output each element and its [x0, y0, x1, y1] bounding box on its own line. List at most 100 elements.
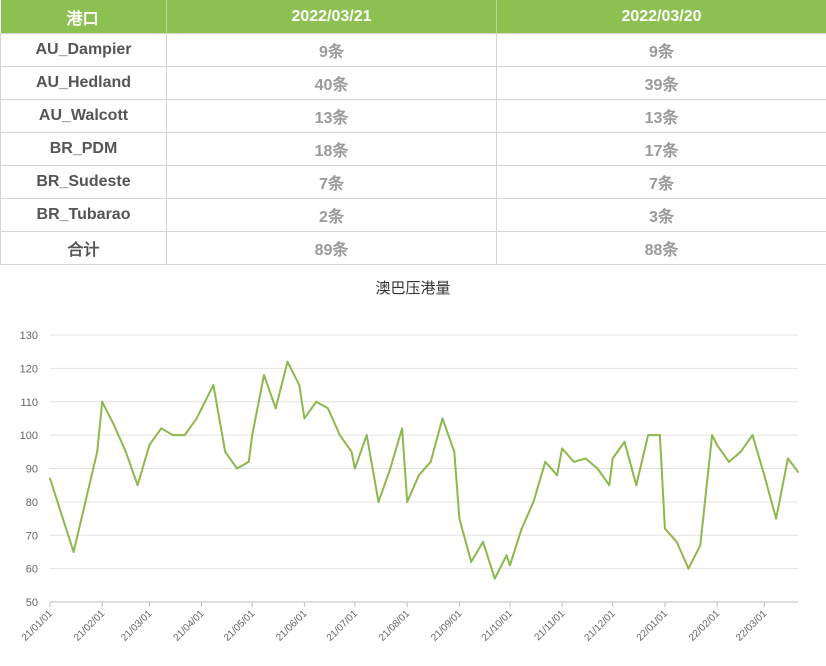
data-point [561, 447, 563, 449]
total-date-1: 89条 [167, 232, 497, 265]
y-tick-label: 120 [20, 363, 38, 375]
data-point [533, 501, 535, 503]
y-tick-label: 130 [20, 330, 38, 342]
x-tick-label: 22/02/01 [687, 608, 723, 644]
x-tick-label: 22/01/01 [635, 608, 671, 644]
count-date-1: 2条 [167, 199, 497, 232]
data-point [740, 451, 742, 453]
y-tick-label: 60 [26, 564, 38, 576]
data-point [298, 384, 300, 386]
y-tick-label: 90 [26, 464, 38, 476]
count-date-2: 7条 [497, 166, 826, 199]
data-point [506, 554, 508, 556]
data-point [354, 468, 356, 470]
y-tick-label: 70 [26, 530, 38, 542]
data-point [137, 484, 139, 486]
data-point [263, 374, 265, 376]
header-port: 港口 [1, 0, 167, 34]
count-date-1: 13条 [167, 100, 497, 133]
data-point [442, 417, 444, 419]
data-point [339, 434, 341, 436]
data-point [212, 384, 214, 386]
data-point [458, 518, 460, 520]
data-point [224, 451, 226, 453]
chart-title: 澳巴压港量 [375, 280, 450, 297]
count-date-2: 9条 [497, 34, 826, 67]
data-point [389, 468, 391, 470]
x-tick-label: 22/03/01 [734, 608, 770, 644]
table-row: AU_Hedland 40条 39条 [1, 67, 826, 100]
data-point [196, 417, 198, 419]
data-point [418, 474, 420, 476]
x-tick-label: 21/11/01 [532, 608, 567, 643]
header-date-2: 2022/03/20 [497, 0, 826, 34]
count-date-2: 39条 [497, 67, 826, 100]
data-point [453, 451, 455, 453]
x-tick-label: 21/03/01 [119, 608, 155, 644]
data-point [659, 434, 661, 436]
data-point [647, 434, 649, 436]
data-point [61, 514, 63, 516]
data-point [494, 578, 496, 580]
port-name: AU_Dampier [1, 34, 167, 67]
data-point [676, 541, 678, 543]
data-point [378, 501, 380, 503]
data-point [125, 451, 127, 453]
port-name: AU_Walcott [1, 100, 167, 133]
data-point [251, 434, 253, 436]
data-point [797, 471, 799, 473]
data-point [699, 544, 701, 546]
x-tick-label: 21/02/01 [72, 608, 108, 644]
header-date-1: 2022/03/21 [167, 0, 497, 34]
data-point [401, 427, 403, 429]
x-tick-label: 21/09/01 [429, 608, 465, 644]
x-tick-label: 21/07/01 [325, 608, 361, 644]
data-point [775, 518, 777, 520]
data-point [148, 444, 150, 446]
count-date-2: 13条 [497, 100, 826, 133]
data-point [623, 441, 625, 443]
data-point [521, 528, 523, 530]
port-name: BR_Tubarao [1, 199, 167, 232]
table-row: BR_Sudeste 7条 7条 [1, 166, 826, 199]
y-tick-label: 100 [20, 430, 38, 442]
data-point [509, 564, 511, 566]
data-point [544, 461, 546, 463]
data-point [84, 501, 86, 503]
data-point [327, 407, 329, 409]
data-point [763, 474, 765, 476]
data-point [687, 568, 689, 570]
data-point [287, 361, 289, 363]
data-point [608, 484, 610, 486]
data-point [430, 461, 432, 463]
x-tick-label: 21/04/01 [171, 608, 207, 644]
data-point [315, 401, 317, 403]
data-point [585, 457, 587, 459]
series-line [50, 362, 798, 579]
data-point [49, 478, 51, 480]
data-point [556, 474, 558, 476]
y-tick-label: 50 [26, 597, 38, 609]
x-tick-label: 21/10/01 [480, 608, 516, 644]
port-name: AU_Hedland [1, 67, 167, 100]
x-tick-label: 21/12/01 [582, 608, 618, 644]
x-tick-label: 21/05/01 [222, 608, 258, 644]
data-point [711, 434, 713, 436]
count-date-2: 17条 [497, 133, 826, 166]
data-point [406, 501, 408, 503]
data-point [248, 461, 250, 463]
data-point [101, 401, 103, 403]
count-date-1: 9条 [167, 34, 497, 67]
x-tick-label: 21/06/01 [274, 608, 310, 644]
data-point [172, 434, 174, 436]
count-date-1: 7条 [167, 166, 497, 199]
count-date-1: 18条 [167, 133, 497, 166]
count-date-1: 40条 [167, 67, 497, 100]
data-point [635, 484, 637, 486]
y-tick-label: 110 [20, 397, 38, 409]
table-row: AU_Walcott 13条 13条 [1, 100, 826, 133]
table-row: BR_Tubarao 2条 3条 [1, 199, 826, 232]
data-point [113, 424, 115, 426]
